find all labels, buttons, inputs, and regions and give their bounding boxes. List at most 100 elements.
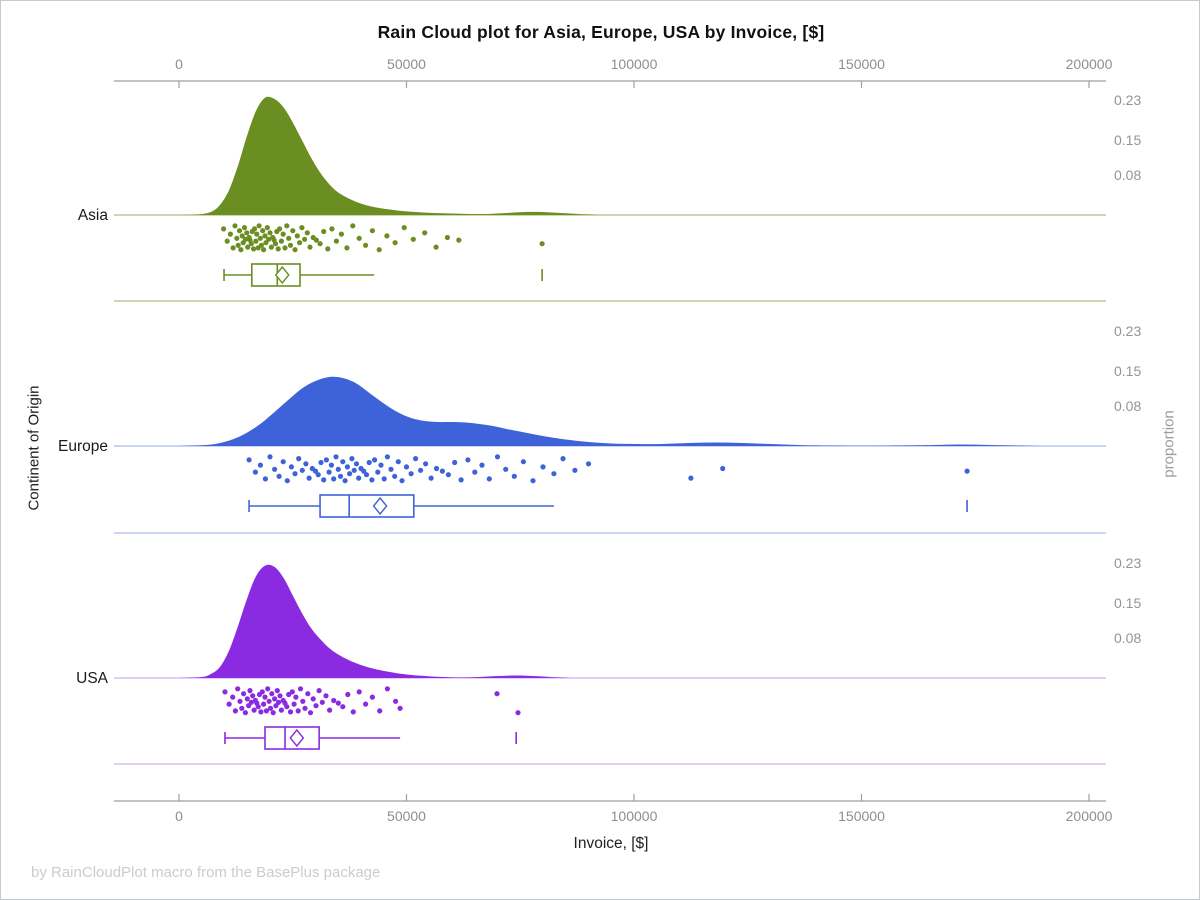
rain-point-europe — [306, 475, 312, 481]
rain-point-europe — [520, 459, 527, 465]
rain-point-europe — [494, 454, 501, 460]
rain-point-europe — [445, 472, 451, 478]
rain-point-asia — [256, 223, 262, 229]
mean-diamond-europe — [372, 496, 388, 516]
category-label-asia: Asia — [78, 207, 109, 224]
top-axis-tick-label: 50000 — [387, 56, 426, 72]
rain-point-usa — [335, 700, 341, 706]
rain-point-usa — [272, 696, 278, 702]
rain-point-usa — [494, 691, 500, 697]
rain-point-usa — [515, 710, 521, 716]
rain-point-europe — [560, 456, 566, 462]
rain-point-europe — [384, 454, 390, 460]
rain-point-europe — [486, 476, 492, 482]
rain-point-usa — [393, 698, 399, 704]
density-asia — [179, 96, 1089, 216]
rain-point-usa — [363, 701, 369, 707]
rain-point-usa — [286, 691, 292, 698]
rain-point-usa — [297, 686, 304, 692]
rain-point-asia — [224, 238, 230, 244]
rain-point-usa — [261, 701, 267, 707]
rain-point-asia — [262, 233, 268, 239]
rain-point-asia — [244, 230, 250, 236]
rain-point-asia — [325, 246, 331, 252]
rain-point-usa — [305, 691, 311, 697]
rain-point-asia — [302, 236, 308, 242]
rain-point-usa — [327, 707, 333, 713]
bottom-axis-tick-label: 150000 — [838, 808, 885, 824]
rain-point-asia — [251, 226, 258, 232]
rain-point-europe — [375, 469, 381, 475]
rain-point-europe — [296, 456, 302, 462]
rain-point-usa — [235, 686, 241, 692]
rain-point-europe — [252, 469, 258, 475]
rain-point-asia — [278, 238, 284, 244]
rain-point-europe — [363, 472, 370, 478]
rain-point-asia — [272, 241, 279, 247]
mean-diamond-asia — [274, 265, 290, 285]
rain-point-usa — [226, 701, 232, 707]
bottom-axis-tick-label: 100000 — [611, 808, 658, 824]
rain-point-usa — [269, 691, 275, 697]
rain-point-asia — [401, 225, 407, 231]
rain-point-asia — [363, 242, 369, 248]
rain-point-usa — [291, 701, 297, 707]
rain-point-asia — [313, 237, 319, 243]
attribution-footer: by RainCloudPlot macro from the BasePlus… — [31, 864, 381, 881]
rain-point-asia — [422, 230, 428, 236]
rain-point-asia — [236, 228, 243, 234]
rain-point-usa — [313, 703, 319, 709]
rain-point-asia — [307, 244, 313, 250]
rain-point-asia — [241, 225, 248, 231]
y-axis-label-left: Continent of Origin — [25, 385, 43, 511]
rain-point-usa — [266, 698, 272, 704]
rain-point-europe — [465, 457, 471, 463]
rain-point-asia — [257, 235, 263, 241]
rain-point-usa — [319, 699, 325, 705]
rain-point-usa — [293, 694, 299, 700]
rain-point-asia — [344, 245, 350, 251]
rain-point-europe — [280, 459, 286, 465]
proportion-tick-label-europe: 0.23 — [1114, 323, 1141, 339]
rain-point-europe — [267, 454, 273, 460]
top-axis-tick-label: 150000 — [838, 56, 885, 72]
rain-point-usa — [247, 688, 253, 694]
category-label-usa: USA — [76, 670, 109, 687]
rain-point-europe — [413, 456, 419, 462]
rain-point-usa — [277, 693, 283, 699]
rain-point-europe — [356, 475, 362, 481]
rain-point-usa — [265, 686, 271, 692]
rain-point-asia — [266, 236, 272, 242]
rain-point-asia — [221, 226, 227, 232]
top-axis-tick-label: 200000 — [1066, 56, 1113, 72]
rain-point-usa — [278, 707, 284, 713]
rain-point-europe — [246, 457, 252, 463]
rain-point-europe — [408, 471, 414, 477]
rain-point-asia — [290, 228, 296, 234]
rain-point-usa — [270, 710, 276, 716]
rain-point-usa — [274, 688, 280, 694]
rain-point-europe — [720, 465, 726, 472]
rain-point-usa — [289, 689, 295, 695]
rain-point-asia — [321, 228, 327, 235]
rain-point-europe — [351, 467, 357, 473]
rain-point-asia — [338, 231, 344, 237]
rain-point-asia — [376, 247, 382, 253]
x-axis-label: Invoice, [$] — [573, 835, 649, 852]
proportion-tick-label-asia: 0.15 — [1114, 132, 1141, 148]
proportion-tick-label-usa: 0.15 — [1114, 595, 1141, 611]
rain-point-asia — [260, 228, 266, 234]
rain-point-europe — [403, 464, 410, 470]
rain-point-europe — [585, 461, 592, 467]
rain-point-europe — [472, 469, 478, 475]
density-europe — [179, 376, 1089, 447]
rain-point-europe — [418, 467, 424, 473]
rain-point-usa — [250, 693, 256, 699]
rain-point-usa — [356, 689, 362, 695]
rain-point-asia — [275, 246, 281, 252]
rain-point-usa — [242, 710, 248, 716]
rain-point-europe — [688, 475, 694, 481]
category-label-europe: Europe — [58, 438, 108, 455]
rain-point-usa — [369, 694, 375, 700]
rain-point-usa — [310, 696, 316, 702]
